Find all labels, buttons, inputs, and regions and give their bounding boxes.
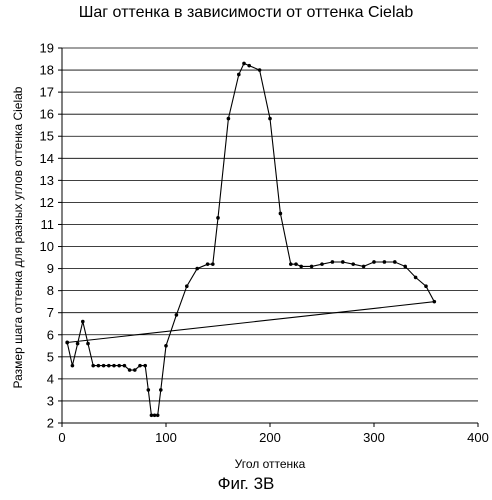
data-point bbox=[147, 388, 151, 392]
data-point bbox=[372, 260, 376, 264]
y-tick-label-13: 13 bbox=[40, 173, 54, 188]
data-point bbox=[299, 265, 303, 269]
data-point bbox=[237, 73, 241, 77]
x-axis-label: Угол оттенка bbox=[235, 457, 306, 470]
data-point bbox=[156, 413, 160, 417]
x-axis-ticks: 0 100 200 300 400 bbox=[58, 423, 488, 445]
data-point bbox=[65, 341, 69, 345]
data-point bbox=[175, 313, 179, 317]
data-point bbox=[403, 265, 407, 269]
x-tick-label-400: 400 bbox=[467, 430, 489, 445]
data-point bbox=[206, 262, 210, 266]
y-tick-label-2: 2 bbox=[47, 416, 54, 431]
grid-lines bbox=[62, 48, 478, 401]
data-point bbox=[294, 262, 298, 266]
data-point bbox=[227, 117, 231, 121]
y-tick-label-6: 6 bbox=[47, 327, 54, 342]
data-point bbox=[393, 260, 397, 264]
data-point bbox=[128, 368, 132, 372]
data-point bbox=[216, 216, 220, 220]
data-point bbox=[71, 364, 75, 368]
data-point bbox=[242, 62, 246, 66]
x-tick-label-200: 200 bbox=[259, 430, 281, 445]
data-point bbox=[107, 364, 111, 368]
x-tick-label-300: 300 bbox=[363, 430, 385, 445]
data-point bbox=[185, 284, 189, 288]
series-0-line bbox=[67, 63, 434, 415]
data-point bbox=[383, 260, 387, 264]
data-point bbox=[91, 364, 95, 368]
data-point bbox=[310, 265, 314, 269]
data-point bbox=[424, 284, 428, 288]
data-point bbox=[247, 64, 251, 68]
data-point bbox=[123, 364, 127, 368]
y-tick-label-4: 4 bbox=[47, 371, 54, 386]
data-point bbox=[97, 364, 101, 368]
data-point bbox=[164, 344, 168, 348]
y-tick-label-17: 17 bbox=[40, 85, 54, 100]
series-line bbox=[67, 63, 434, 415]
data-point bbox=[320, 262, 324, 266]
data-point bbox=[279, 212, 283, 216]
y-tick-label-14: 14 bbox=[40, 151, 54, 166]
y-tick-label-9: 9 bbox=[47, 261, 54, 276]
data-point bbox=[258, 68, 262, 72]
data-point bbox=[433, 300, 437, 304]
data-point bbox=[211, 262, 215, 266]
y-tick-label-10: 10 bbox=[40, 239, 54, 254]
data-point bbox=[159, 388, 163, 392]
y-tick-label-7: 7 bbox=[47, 305, 54, 320]
data-point bbox=[81, 320, 85, 324]
y-axis-label: Размер шага оттенка для разных углов отт… bbox=[11, 86, 25, 388]
data-point bbox=[138, 364, 142, 368]
y-axis-ticks: 2 3 4 5 6 7 8 9 10 11 12 13 14 15 16 17 18 19 bbox=[40, 41, 62, 431]
data-point bbox=[195, 267, 199, 271]
y-tick-label-19: 19 bbox=[40, 41, 54, 56]
data-point bbox=[143, 364, 147, 368]
data-point bbox=[133, 368, 137, 372]
line-chart: 2 3 4 5 6 7 8 9 10 11 12 13 14 15 16 17 18 19 0 100 200 300 4… bbox=[0, 0, 492, 470]
y-tick-label-8: 8 bbox=[47, 283, 54, 298]
data-point bbox=[112, 364, 116, 368]
y-tick-label-11: 11 bbox=[41, 217, 55, 232]
y-tick-label-15: 15 bbox=[40, 129, 54, 144]
y-tick-label-16: 16 bbox=[40, 107, 54, 122]
y-tick-label-3: 3 bbox=[47, 393, 54, 408]
data-point bbox=[76, 342, 80, 346]
data-point bbox=[150, 413, 154, 417]
y-tick-label-18: 18 bbox=[40, 63, 54, 78]
data-point bbox=[289, 262, 293, 266]
x-tick-label-0: 0 bbox=[58, 430, 65, 445]
data-points bbox=[65, 62, 436, 417]
data-point bbox=[268, 117, 272, 121]
data-point bbox=[362, 265, 366, 269]
data-point bbox=[341, 260, 345, 264]
figure-caption: Фиг. 3В bbox=[0, 474, 492, 494]
data-point bbox=[117, 364, 121, 368]
x-tick-label-100: 100 bbox=[155, 430, 177, 445]
data-point bbox=[102, 364, 106, 368]
y-tick-label-5: 5 bbox=[47, 349, 54, 364]
data-point bbox=[351, 262, 355, 266]
data-point bbox=[414, 276, 418, 280]
data-point bbox=[86, 342, 90, 346]
y-tick-label-12: 12 bbox=[40, 195, 54, 210]
data-point bbox=[331, 260, 335, 264]
data-point bbox=[153, 413, 157, 417]
